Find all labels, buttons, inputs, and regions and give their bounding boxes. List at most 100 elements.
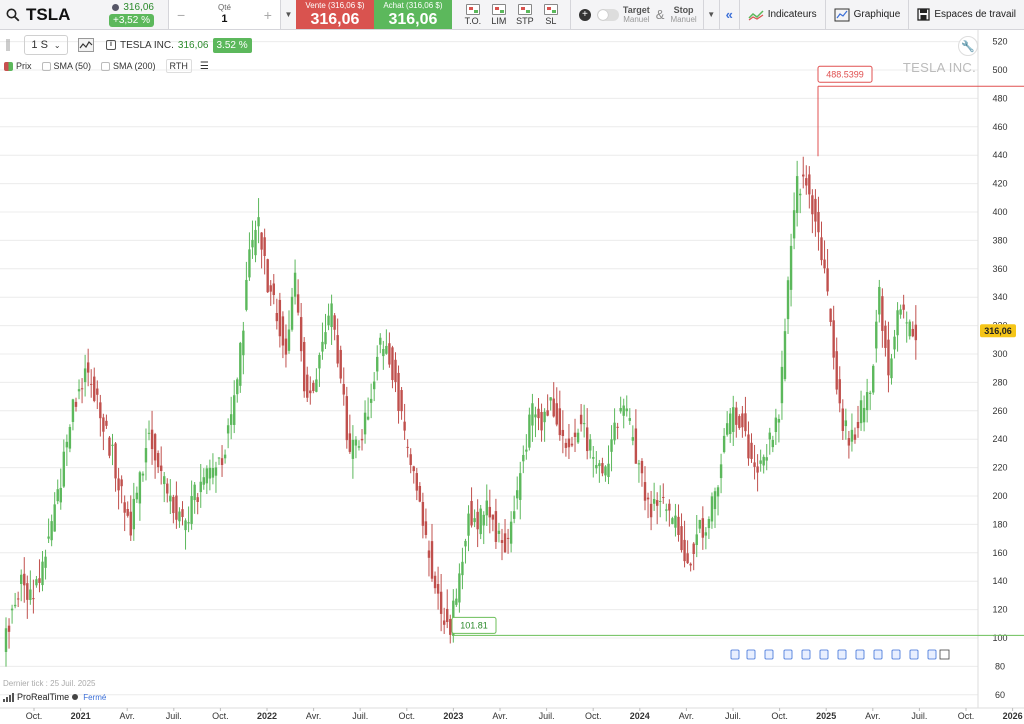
order-type-stop-button[interactable]: STP [512,0,538,29]
candle-body [409,454,412,465]
list-icon[interactable]: ☰ [199,60,209,72]
candle-body [68,427,72,449]
graphique-label: Graphique [853,9,901,20]
event-report-icon[interactable] [909,649,919,660]
event-report-icon[interactable] [764,649,774,660]
event-report-icon[interactable] [891,649,901,660]
candle-body [391,347,394,381]
candle-body [369,398,373,403]
buy-button[interactable]: Achat (316,06 $) 316,06 [373,0,452,29]
chart-settings-button[interactable]: 🔧 [958,36,978,56]
last-price-tag [980,324,1016,338]
legend-sma50[interactable]: SMA (50) [41,61,98,71]
period-selector[interactable]: 1 S ⌄ [24,35,68,55]
event-report-icon[interactable] [783,649,793,660]
search-icon[interactable] [6,8,20,22]
stop-setting[interactable]: Stop Manuel [670,5,696,24]
candle-body [814,198,817,222]
legend-sma200[interactable]: SMA (200) [101,61,162,71]
candle-body [543,411,546,423]
collapse-panel-button[interactable]: « [718,0,739,29]
add-icon[interactable]: + [578,8,591,21]
info-icon[interactable]: i [106,40,116,50]
candle-body [683,539,686,562]
sell-button[interactable]: Vente (316,06 $) 316,06 [295,0,374,29]
order-type-stoplimit-button[interactable]: SL [538,0,564,29]
x-tick-label: Juil. [539,711,555,721]
graphique-button[interactable]: Graphique [824,0,909,29]
order-type-icon [465,3,480,15]
candle-body [80,388,84,390]
event-report-icon[interactable] [801,649,811,660]
target-stop-dropdown[interactable]: ▼ [702,0,719,29]
event-report-icon[interactable] [730,649,740,660]
qty-value[interactable]: 1 [221,13,228,25]
event-report-icon[interactable] [855,649,865,660]
event-report-icon[interactable] [873,649,883,660]
indicators-button[interactable]: Indicateurs [738,0,825,29]
candle-body [698,519,701,529]
target-setting[interactable]: Target Manuel [623,5,650,24]
candle-body [233,395,236,425]
candle-body [239,342,242,386]
event-report-icon[interactable] [837,649,847,660]
wrench-icon: 🔧 [961,40,975,53]
candle-body [862,407,866,423]
drag-handle-icon[interactable] [6,39,10,51]
qty-decrement-button[interactable]: − [176,6,186,23]
candle-body [141,473,145,476]
candle-body [388,343,391,365]
candle-body [242,330,245,356]
candle-body [485,500,488,516]
candle-body [610,439,613,452]
candle-body [376,356,379,372]
order-bar: TSLA 316,06 +3,52 % − Qté 1 + ▼ Vente (3… [0,0,1024,30]
rth-toggle[interactable]: RTH [165,59,192,73]
candle-body [902,304,905,310]
candle-body [77,389,81,392]
candle-body [439,591,443,614]
order-options-dropdown[interactable]: ▼ [279,0,296,29]
sma200-checkbox[interactable] [101,61,111,71]
event-info-icon[interactable] [939,649,950,660]
candle-body [570,443,574,446]
x-tick-label: 2024 [630,711,650,721]
candle-body [306,374,309,398]
y-tick-label: 440 [992,150,1007,160]
candle-body [455,598,458,605]
y-tick-label: 420 [992,179,1007,189]
indicators-icon [748,9,764,20]
candle-body [175,495,178,520]
candle-body [896,310,899,336]
sma50-checkbox[interactable] [41,61,51,71]
candle-body [333,315,336,330]
candle-body [765,457,768,461]
candle-body [549,397,552,401]
event-report-icon[interactable] [746,649,756,660]
candle-body [592,457,595,459]
indicators-label: Indicateurs [767,9,817,20]
candle-body [44,556,47,568]
x-tick-label: Avr. [120,711,135,721]
symbol-search[interactable]: TSLA 316,06 +3,52 % [0,0,168,29]
candle-body [123,502,126,513]
candle-body [616,426,619,428]
order-type-limit-button[interactable]: LIM [486,0,512,29]
qty-increment-button[interactable]: + [263,6,272,23]
candle-body [872,365,875,393]
x-tick-label: 2026 [1003,711,1023,721]
target-stop-toggle[interactable] [596,8,619,21]
chart-type-icon[interactable] [78,38,94,52]
event-report-icon[interactable] [819,649,829,660]
legend-prix[interactable]: Prix [4,61,38,71]
qty-field[interactable]: Qté 1 [218,4,231,25]
candle-body [96,388,99,395]
candle-body [372,381,376,390]
quantity-stepper[interactable]: − Qté 1 + [167,0,280,29]
candle-body [458,573,461,603]
workspaces-button[interactable]: Espaces de travail [908,0,1024,29]
order-type-market-button[interactable]: T.O. [460,0,486,29]
candle-body [558,408,562,436]
event-report-icon[interactable] [927,649,937,660]
